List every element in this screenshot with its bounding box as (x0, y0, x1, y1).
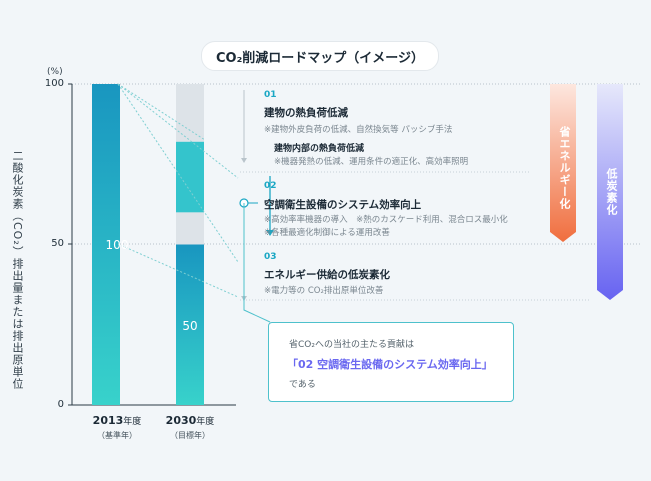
bracket-01-arrow (241, 158, 247, 163)
section-02-note: ※高効率率機器の導入 ※熱のカスケード利用、混合ロス最小化 (264, 215, 508, 225)
section-01-subnote: ※機器発熱の低減、運用条件の適正化、高効率照明 (274, 157, 469, 167)
bar-value-label-2013: 100 (105, 238, 129, 252)
y-tick-label-50: 50 (51, 238, 64, 249)
contribution-callout: 省CO₂への当社の主たる貢献は 「02 空調衛生設備のシステム効率向上」 である (268, 322, 514, 402)
callout-line-3: である (289, 380, 316, 390)
connector-line-3 (117, 83, 206, 141)
section-01-subtitle: 建物内部の熱負荷低減 (274, 144, 365, 154)
section-01-title: 建物の熱負荷低減 (264, 107, 348, 119)
section-01-note: ※建物外皮負荷の低減、自然換気等 パッシブ手法 (264, 125, 453, 135)
section-03-number: 03 (264, 252, 277, 262)
x-sublabel-2013: （基準年） (97, 431, 137, 440)
bar-2030-reduction-segment-1 (176, 84, 204, 142)
section-02-note2: ※各種最適化制御による運用改善 (264, 228, 390, 238)
bracket-02-arrow (266, 230, 274, 236)
bar-2013 (92, 84, 120, 405)
connector-line-2 (117, 83, 239, 179)
bar-2030-reduction-segment-2 (176, 141, 204, 213)
section-03-title: エネルギー供給の低炭素化 (264, 269, 390, 281)
callout-line-2: 「02 空調衛生設備のシステム効率向上」 (287, 358, 493, 371)
y-tick-label-0: 0 (57, 399, 64, 410)
energy-saving-label: 省エネルギー化 (558, 126, 571, 210)
section-01-number: 01 (264, 90, 277, 100)
x-sublabel-2030: （目標年） (170, 431, 210, 440)
section-02-number: 02 (264, 181, 277, 191)
bar-value-label-2030: 50 (182, 319, 198, 333)
callout-line-1: 省CO₂への当社の主たる貢献は (289, 340, 414, 350)
section-02-title: 空調衛生設備のシステム効率向上 (264, 199, 422, 211)
x-label-2013: 2013年度 (92, 414, 142, 427)
chart-title: CO₂削減ロードマップ（イメージ） (201, 41, 439, 71)
low-carbon-label: 低炭素化 (605, 168, 618, 216)
callout-connector (243, 203, 271, 323)
connector-line-4 (117, 243, 239, 298)
low-carbon-arrow (597, 84, 623, 300)
y-axis-title: 二酸化炭素（CO₂）排出量または排出原単位 (11, 150, 24, 390)
y-tick-label-100: 100 (44, 78, 64, 89)
x-label-2030: 2030年度 (165, 414, 215, 427)
bar-2030-reduction-segment-3 (176, 212, 204, 245)
y-axis-unit: (%) (47, 67, 63, 77)
energy-saving-arrow (550, 84, 576, 242)
section-03-note: ※電力等の CO₂排出原単位改善 (264, 286, 384, 296)
